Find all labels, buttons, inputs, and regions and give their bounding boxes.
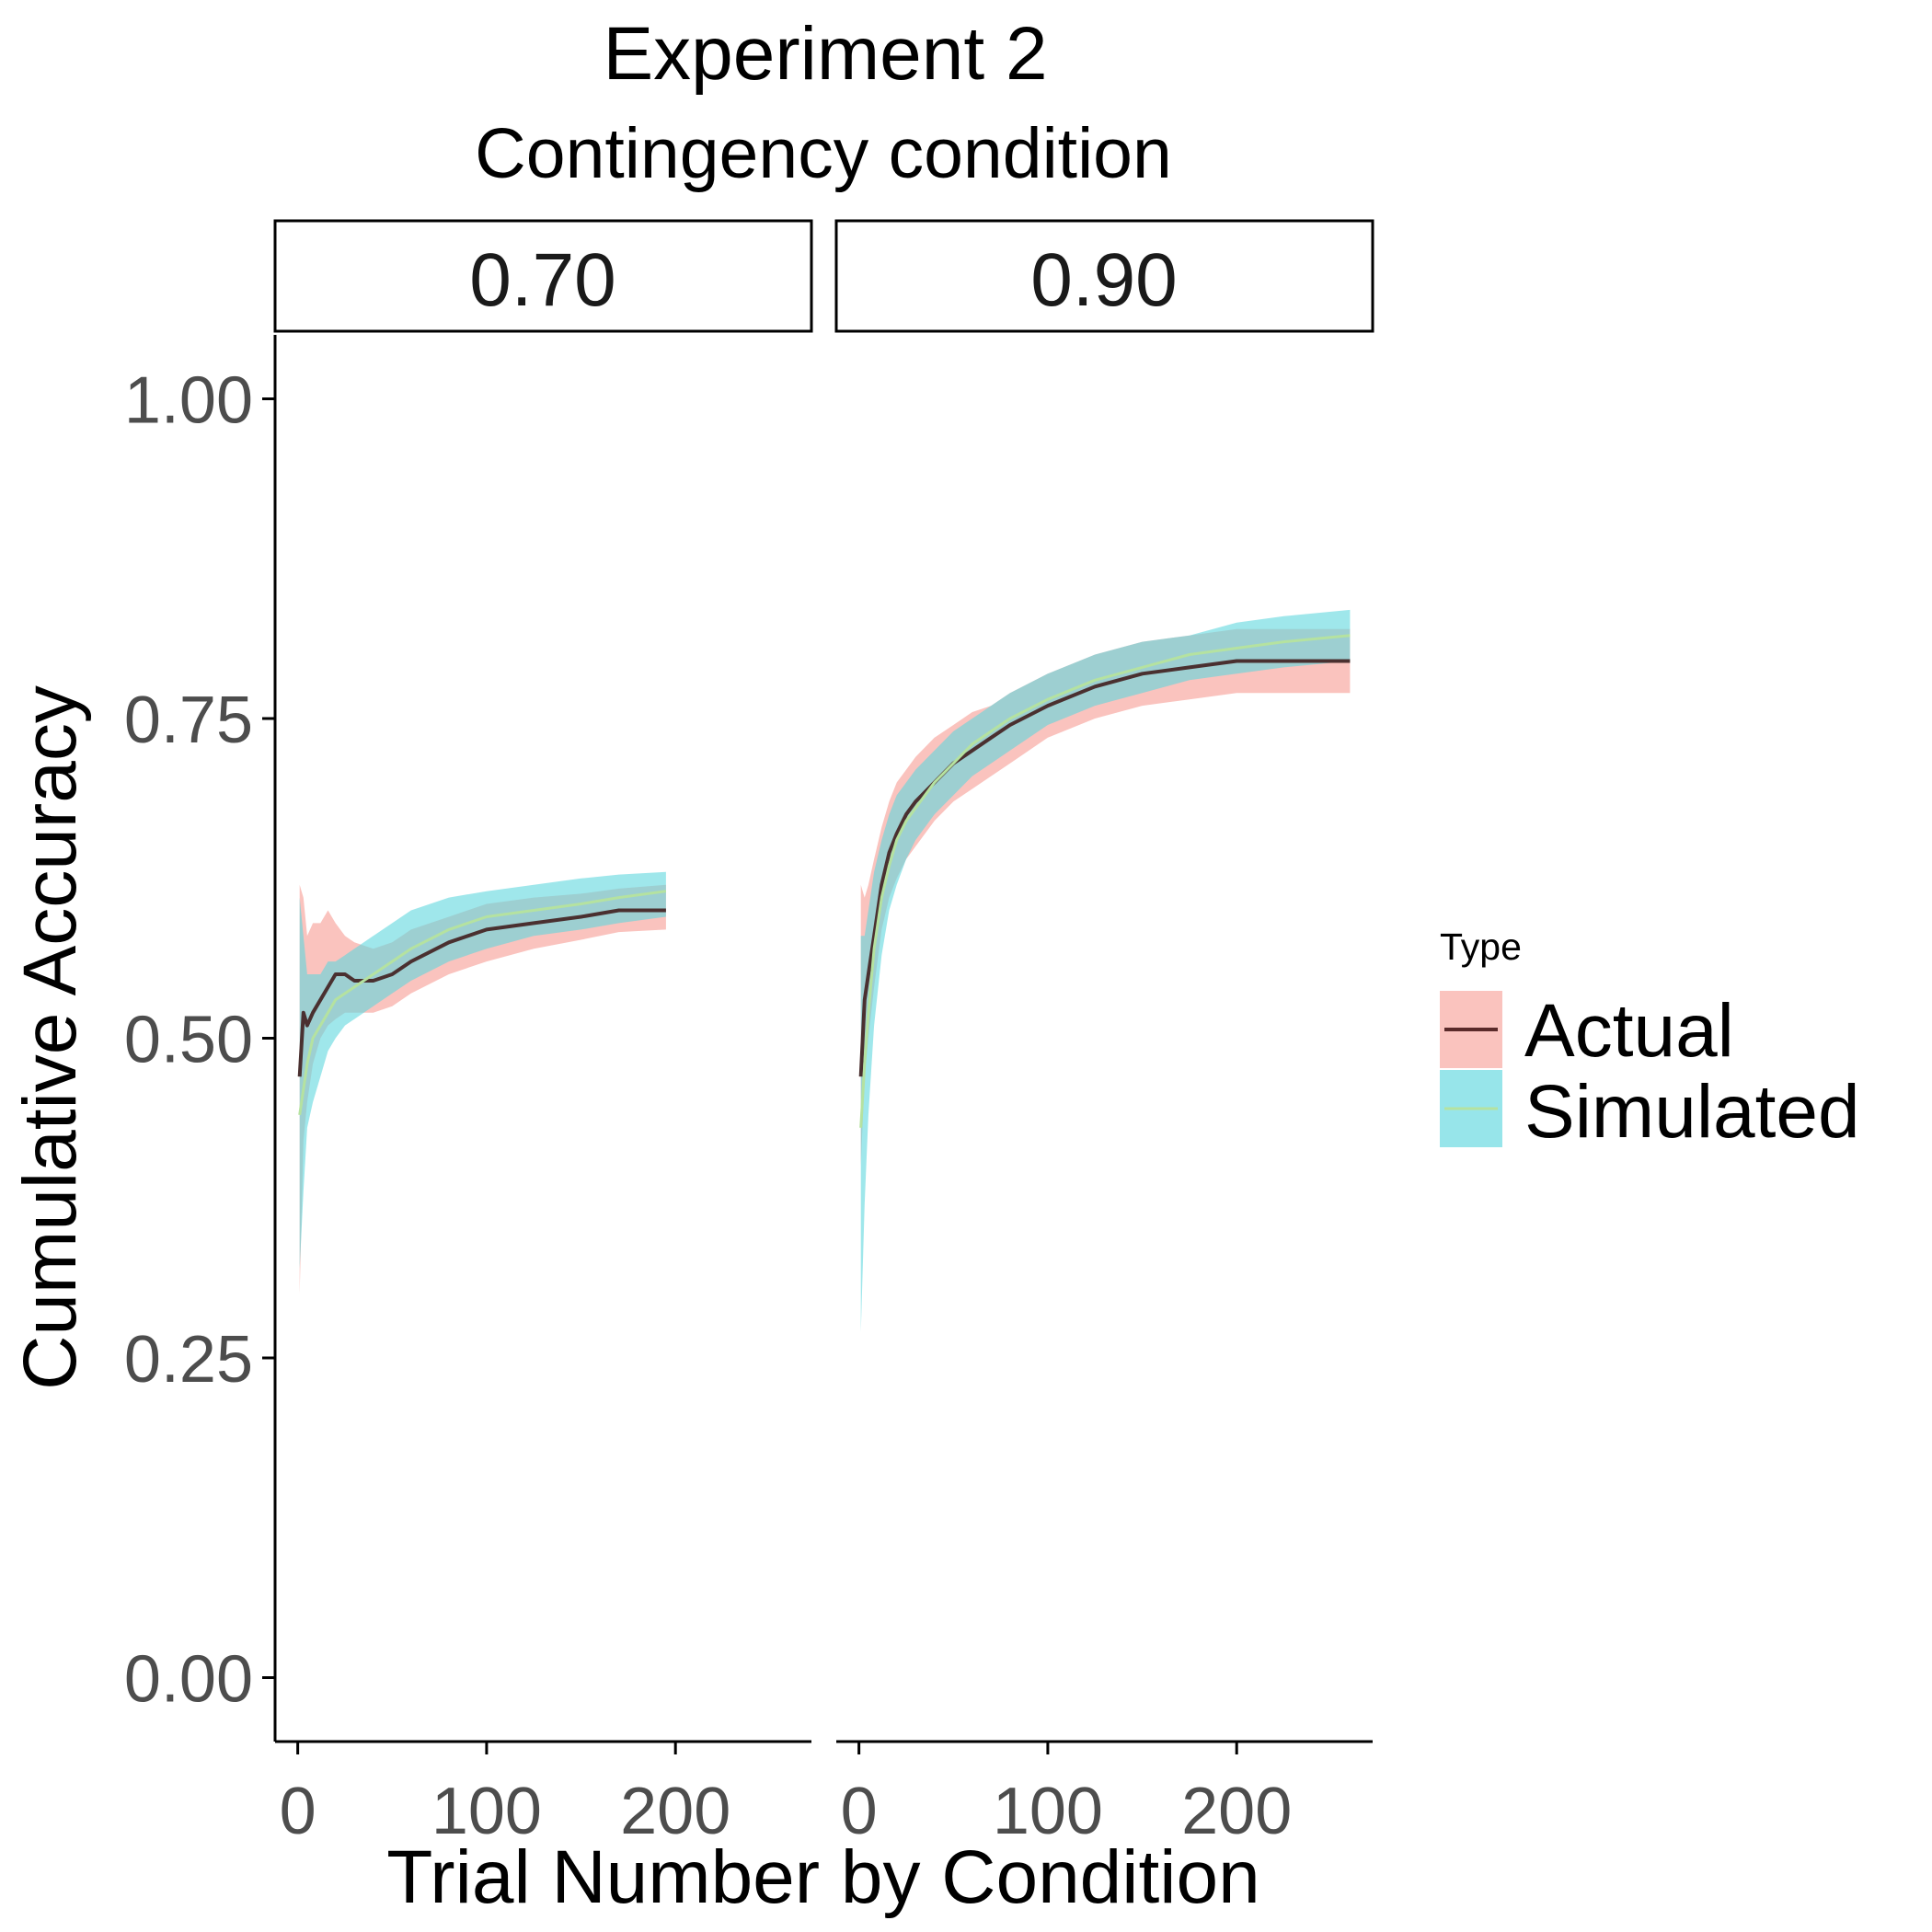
x-tick-label-100-panel-0: 100 (431, 1775, 542, 1848)
y-tick-label-0.50: 0.50 (124, 1004, 253, 1077)
x-tick-label-200-panel-1: 200 (1181, 1775, 1292, 1848)
chart-subtitle: Contingency condition (475, 114, 1172, 193)
x-tick-label-200-panel-0: 200 (620, 1775, 730, 1848)
ribbon-simulated-070 (299, 871, 666, 1269)
plot-panel-090 (858, 609, 1351, 1333)
legend-key-simulated (1440, 1070, 1502, 1147)
strip-070-label: 0.70 (469, 238, 616, 322)
y-tick-label-0.75: 0.75 (124, 684, 253, 757)
strip-070 (273, 219, 813, 333)
line-simulated-090 (859, 634, 1351, 1128)
legend: Type Actual Simulated (1440, 926, 1860, 1154)
panel-090: 0.90 (834, 219, 1374, 1333)
x-tick-label-0-panel-1: 0 (841, 1775, 878, 1848)
y-tick-label-0.00: 0.00 (124, 1643, 253, 1717)
plot-panel-070 (297, 871, 667, 1294)
legend-key-actual (1440, 991, 1502, 1068)
y-axis: 0.00 0.25 0.50 0.75 1.00 (124, 335, 277, 1742)
x-axis-title: Trial Number by Condition (386, 1835, 1259, 1919)
line-simulated-070 (298, 890, 667, 1116)
ribbon-actual-090 (860, 628, 1351, 1167)
x-tick-label-0-panel-0: 0 (280, 1775, 316, 1848)
strip-090-label: 0.90 (1030, 238, 1178, 322)
x-axis-panel-070: 0 100 200 (275, 1740, 811, 1848)
ribbon-simulated-090 (860, 609, 1351, 1333)
strip-090 (834, 219, 1374, 333)
y-axis-title: Cumulative Accuracy (8, 685, 92, 1390)
x-tick-label-100-panel-1: 100 (993, 1775, 1103, 1848)
legend-title: Type (1440, 926, 1522, 968)
panel-070: 0.70 (273, 219, 813, 1294)
y-tick-label-1.00: 1.00 (124, 364, 253, 438)
chart-title: Experiment 2 (603, 12, 1047, 96)
legend-label-actual: Actual (1524, 989, 1734, 1073)
line-actual-090 (858, 659, 1351, 1077)
legend-label-simulated: Simulated (1524, 1070, 1860, 1154)
x-axis-panel-090: 0 100 200 (836, 1740, 1373, 1848)
y-tick-label-0.25: 0.25 (124, 1323, 253, 1397)
